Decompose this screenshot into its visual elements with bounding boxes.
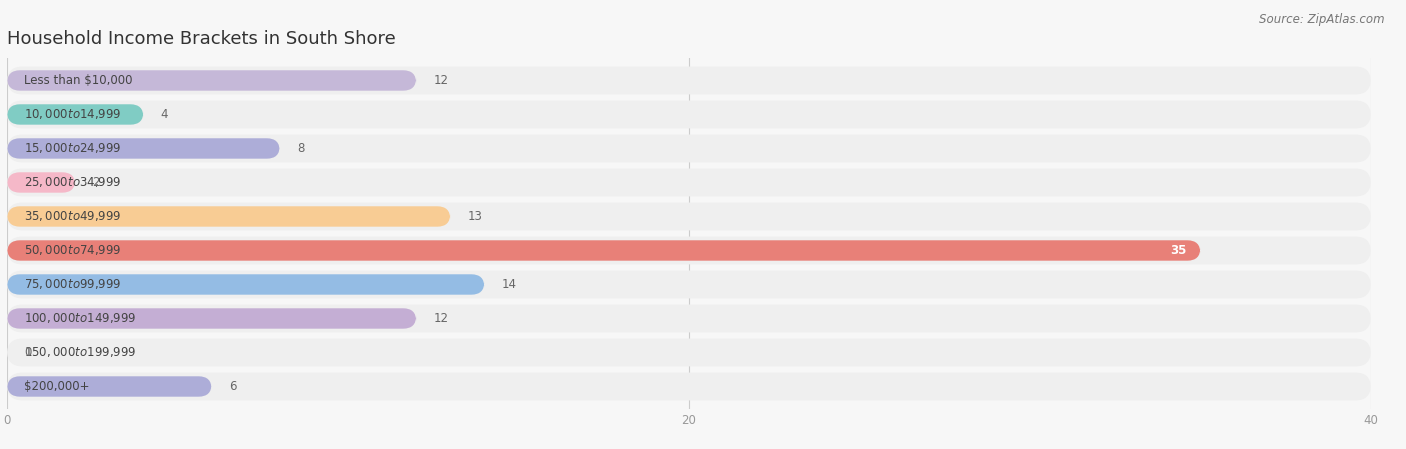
Text: Source: ZipAtlas.com: Source: ZipAtlas.com xyxy=(1260,13,1385,26)
Text: $200,000+: $200,000+ xyxy=(24,380,90,393)
FancyBboxPatch shape xyxy=(7,202,1371,230)
Text: 12: 12 xyxy=(433,74,449,87)
FancyBboxPatch shape xyxy=(7,66,1371,94)
Text: 8: 8 xyxy=(297,142,304,155)
Text: 12: 12 xyxy=(433,312,449,325)
FancyBboxPatch shape xyxy=(7,304,1371,332)
Text: 4: 4 xyxy=(160,108,167,121)
Text: $75,000 to $99,999: $75,000 to $99,999 xyxy=(24,277,121,291)
FancyBboxPatch shape xyxy=(7,376,212,396)
Text: $100,000 to $149,999: $100,000 to $149,999 xyxy=(24,312,136,326)
Text: 13: 13 xyxy=(467,210,482,223)
Text: 2: 2 xyxy=(93,176,100,189)
Text: $25,000 to $34,999: $25,000 to $34,999 xyxy=(24,176,121,189)
Text: 35: 35 xyxy=(1170,244,1187,257)
FancyBboxPatch shape xyxy=(7,135,1371,163)
FancyBboxPatch shape xyxy=(7,168,1371,196)
Text: $35,000 to $49,999: $35,000 to $49,999 xyxy=(24,210,121,224)
Text: 0: 0 xyxy=(24,346,31,359)
Text: $150,000 to $199,999: $150,000 to $199,999 xyxy=(24,345,136,360)
FancyBboxPatch shape xyxy=(7,237,1371,264)
FancyBboxPatch shape xyxy=(7,172,76,193)
Text: $50,000 to $74,999: $50,000 to $74,999 xyxy=(24,243,121,257)
Text: 14: 14 xyxy=(502,278,516,291)
FancyBboxPatch shape xyxy=(7,339,1371,366)
FancyBboxPatch shape xyxy=(7,274,484,295)
Text: Household Income Brackets in South Shore: Household Income Brackets in South Shore xyxy=(7,31,395,48)
FancyBboxPatch shape xyxy=(7,373,1371,401)
Text: 6: 6 xyxy=(229,380,236,393)
FancyBboxPatch shape xyxy=(7,101,1371,128)
FancyBboxPatch shape xyxy=(7,104,143,125)
Text: Less than $10,000: Less than $10,000 xyxy=(24,74,132,87)
Text: $10,000 to $14,999: $10,000 to $14,999 xyxy=(24,107,121,122)
FancyBboxPatch shape xyxy=(7,70,416,91)
FancyBboxPatch shape xyxy=(7,138,280,158)
Text: $15,000 to $24,999: $15,000 to $24,999 xyxy=(24,141,121,155)
FancyBboxPatch shape xyxy=(7,271,1371,299)
FancyBboxPatch shape xyxy=(7,240,1201,261)
FancyBboxPatch shape xyxy=(7,206,450,227)
FancyBboxPatch shape xyxy=(7,308,416,329)
